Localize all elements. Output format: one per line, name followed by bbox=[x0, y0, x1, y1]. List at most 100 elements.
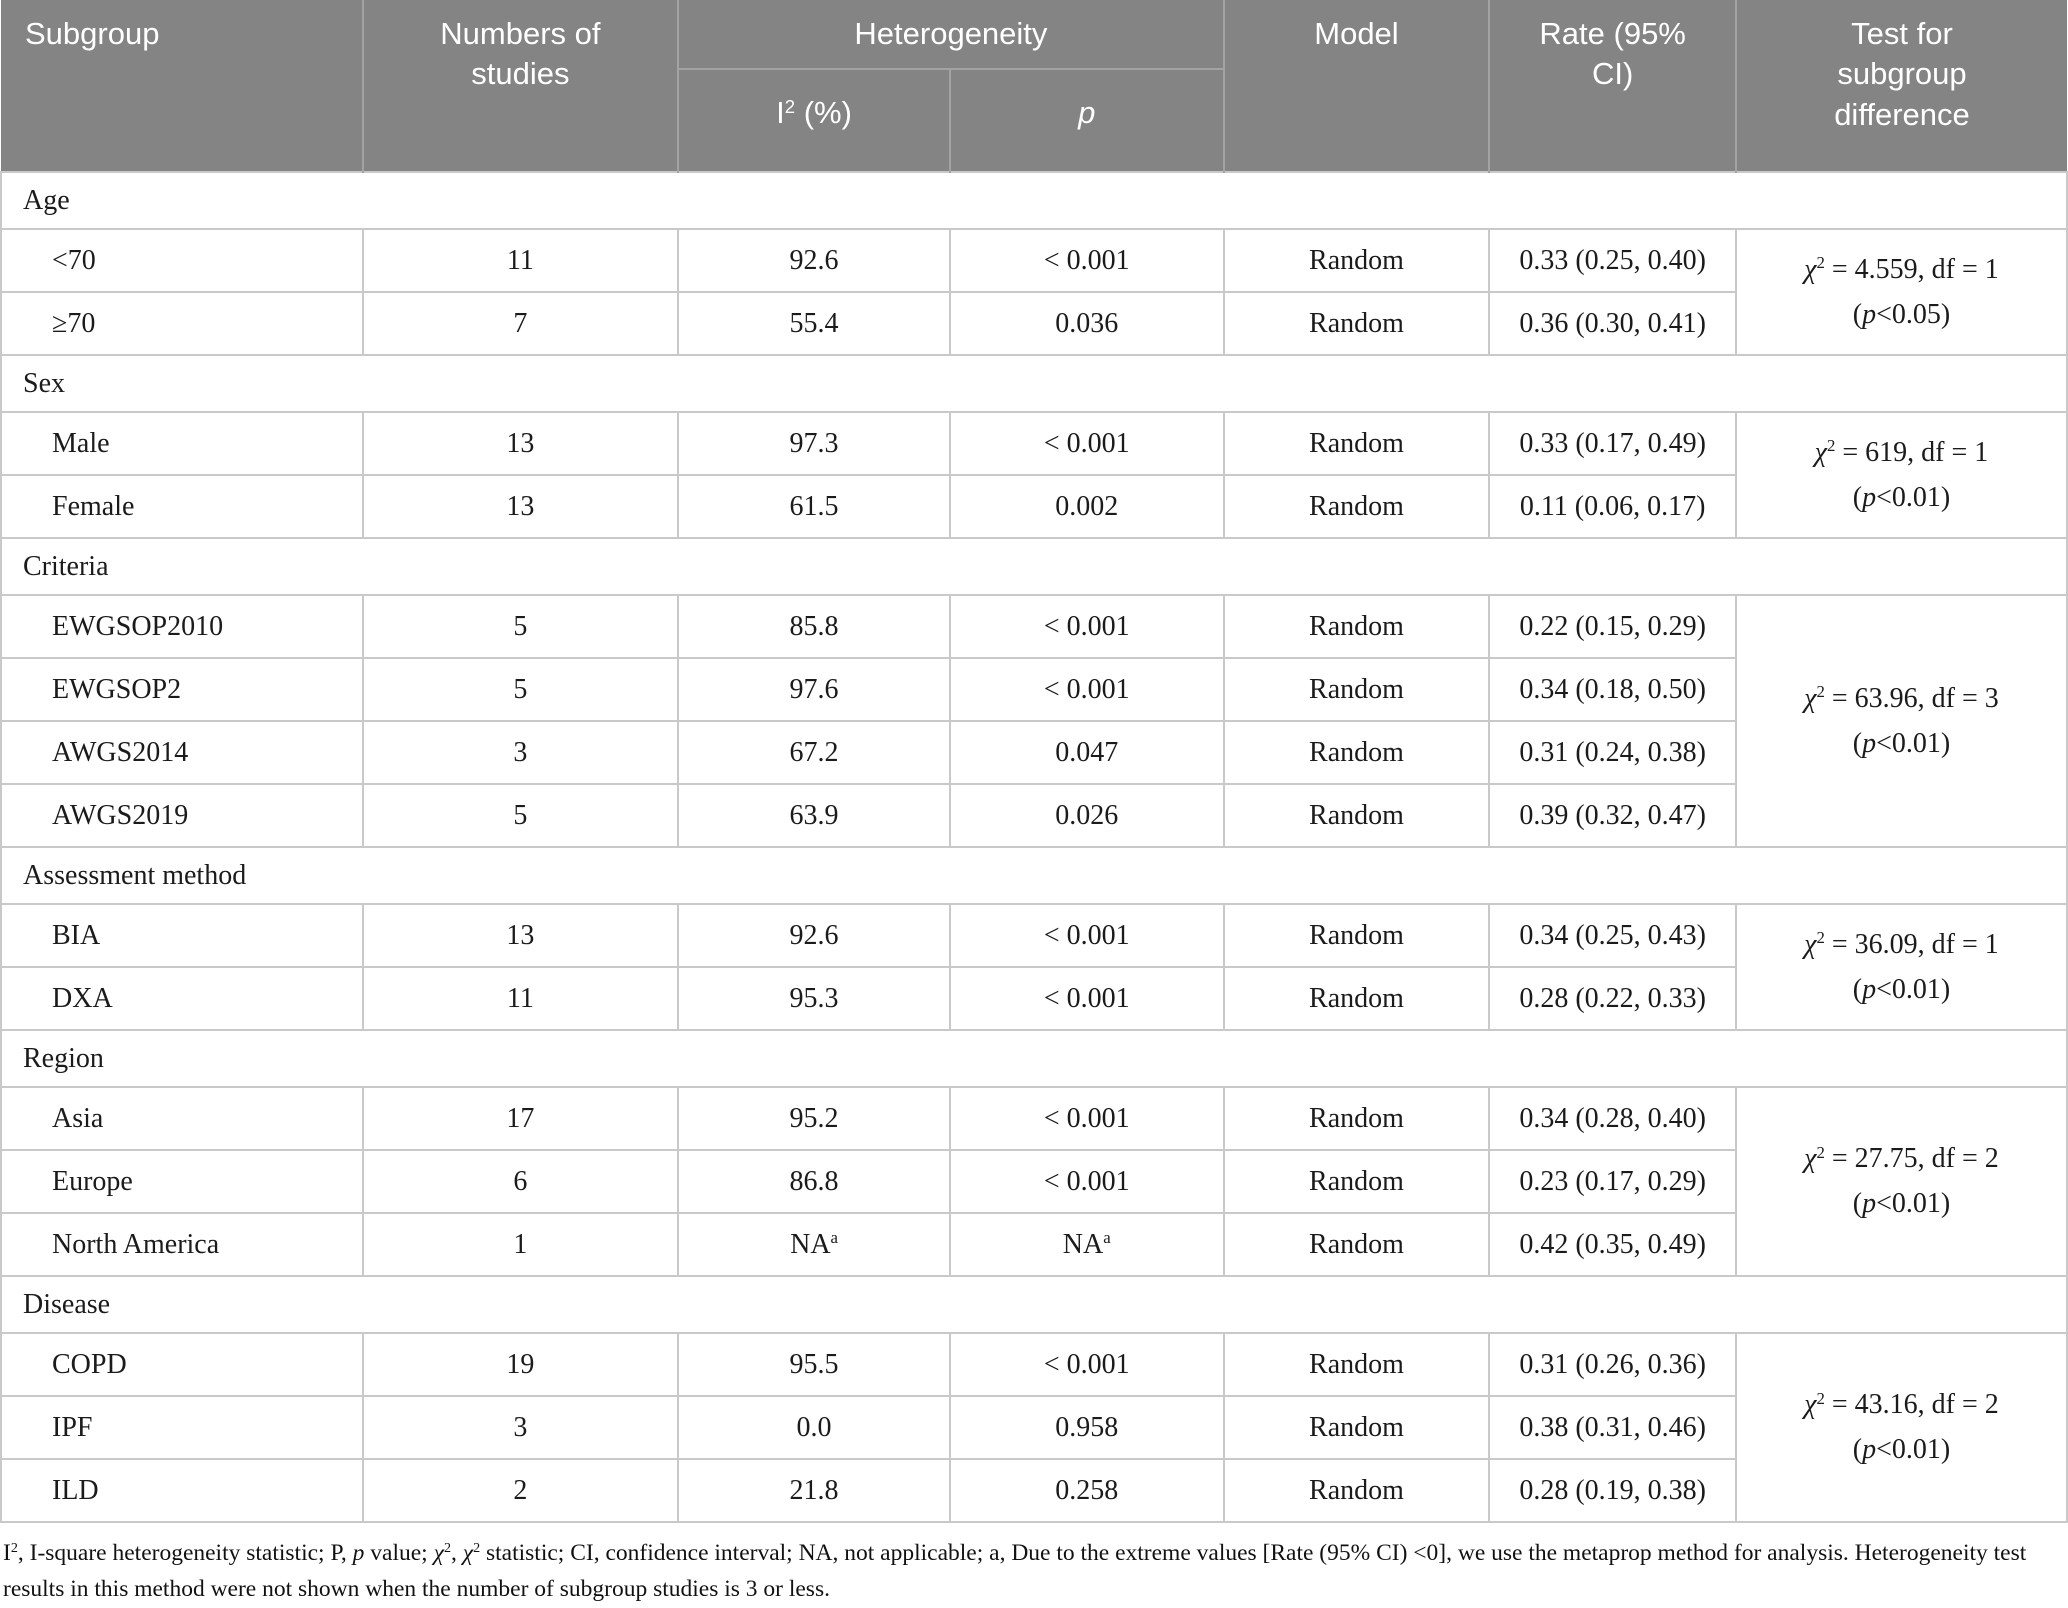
i2-cell: 63.9 bbox=[677, 783, 951, 848]
subgroup-cell: North America bbox=[0, 1212, 364, 1277]
table-body: Age <70 11 92.6 < 0.001 Random 0.33 (0.25, 0.4… bbox=[0, 171, 2068, 1523]
studies-count-cell: 6 bbox=[361, 1149, 680, 1214]
i2-cell: 92.6 bbox=[677, 228, 951, 293]
model-cell: Random bbox=[1222, 720, 1491, 785]
model-cell: Random bbox=[1222, 411, 1491, 476]
test-statistic: χ2 = 27.75, df = 2 bbox=[1804, 1142, 1999, 1174]
p-value-cell: 0.047 bbox=[948, 720, 1225, 785]
subgroup-cell: DXA bbox=[0, 966, 364, 1031]
model-cell: Random bbox=[1222, 1086, 1491, 1151]
p-value-cell: < 0.001 bbox=[948, 228, 1225, 293]
data-row: COPD 19 95.5 < 0.001 Random 0.31 (0.26, 0.36)… bbox=[0, 1332, 2068, 1523]
rate-ci-cell: 0.34 (0.28, 0.40) bbox=[1488, 1086, 1737, 1151]
section-title: Criteria bbox=[0, 537, 2068, 596]
subgroup-cell: COPD bbox=[0, 1332, 364, 1397]
rate-ci-cell: 0.33 (0.25, 0.40) bbox=[1488, 228, 1737, 293]
p-value-cell: < 0.001 bbox=[948, 657, 1225, 722]
p-value-cell: 0.036 bbox=[948, 291, 1225, 356]
i2-cell: 95.3 bbox=[677, 966, 951, 1031]
data-row: AWGS2014 3 67.2 0.047 Random 0.31 (0.24, 0.38… bbox=[0, 720, 2067, 785]
col-header-test: Test for subgroup difference bbox=[1734, 0, 2067, 172]
model-cell: Random bbox=[1222, 291, 1491, 356]
studies-count-cell: 17 bbox=[361, 1086, 680, 1151]
model-cell: Random bbox=[1222, 1212, 1491, 1277]
test-p-value: (p<0.01) bbox=[1852, 727, 1951, 759]
section-title: Age bbox=[0, 171, 2068, 230]
section-row: Disease bbox=[0, 1275, 2068, 1334]
i2-cell: 92.6 bbox=[677, 903, 951, 968]
studies-count-cell: 13 bbox=[361, 903, 680, 968]
subgroup-cell: AWGS2019 bbox=[0, 783, 364, 848]
test-p-value: (p<0.01) bbox=[1852, 1434, 1951, 1465]
subgroup-cell: Male bbox=[0, 411, 364, 476]
section-title: Disease bbox=[0, 1275, 2068, 1334]
p-value-cell: < 0.001 bbox=[948, 966, 1225, 1031]
subgroup-cell: Asia bbox=[0, 1086, 364, 1151]
table-header: Subgroup Numbers of studies Heterogeneit… bbox=[1, 0, 2067, 172]
model-cell: Random bbox=[1222, 1149, 1491, 1214]
p-value-cell: < 0.001 bbox=[948, 594, 1225, 659]
col-header-model: Model bbox=[1222, 0, 1490, 172]
rate-ci-cell: 0.22 (0.15, 0.29) bbox=[1488, 594, 1737, 659]
studies-count-cell: 11 bbox=[361, 228, 680, 293]
studies-count-cell: 3 bbox=[361, 1395, 680, 1460]
data-row: EWGSOP2 5 97.6 < 0.001 Random 0.34 (0.18, 0.5… bbox=[0, 657, 2067, 722]
data-row: Female 13 61.5 0.002 Random 0.11 (0.06, 0.17) bbox=[0, 474, 2067, 539]
subgroup-difference-test-cell: χ2 = 43.16, df = 2 (p<0.01) bbox=[1734, 1332, 2068, 1523]
rate-ci-cell: 0.28 (0.19, 0.38) bbox=[1488, 1458, 1737, 1523]
section-row: Sex bbox=[0, 354, 2068, 413]
subgroup-cell: ILD bbox=[0, 1458, 364, 1523]
col-header-p: p bbox=[948, 69, 1224, 172]
test-p-value: (p<0.01) bbox=[1852, 1188, 1951, 1219]
data-row: <70 11 92.6 < 0.001 Random 0.33 (0.25, 0.40) χ… bbox=[0, 228, 2068, 356]
i2-cell: 97.6 bbox=[677, 657, 951, 722]
rate-ci-cell: 0.34 (0.18, 0.50) bbox=[1488, 657, 1737, 722]
test-p-value: (p<0.01) bbox=[1852, 481, 1951, 513]
rate-ci-cell: 0.23 (0.17, 0.29) bbox=[1488, 1149, 1737, 1214]
subgroup-difference-test-cell: χ2 = 63.96, df = 3 (p<0.01) bbox=[1734, 594, 2068, 848]
i2-cell: 67.2 bbox=[677, 720, 951, 785]
data-row: IPF 3 0.0 0.958 Random 0.38 (0.31, 0.46) bbox=[0, 1395, 2067, 1460]
test-statistic: χ2 = 36.09, df = 1 bbox=[1804, 928, 1999, 960]
subgroup-difference-test-cell: χ2 = 36.09, df = 1 (p<0.01) bbox=[1734, 903, 2068, 1031]
section-row: Region bbox=[0, 1029, 2068, 1088]
rate-ci-cell: 0.34 (0.25, 0.43) bbox=[1488, 903, 1737, 968]
p-value-cell: 0.258 bbox=[948, 1458, 1225, 1523]
studies-count-cell: 13 bbox=[361, 474, 680, 539]
col-header-rate: Rate (95% CI) bbox=[1488, 0, 1736, 172]
col-header-subgroup: Subgroup bbox=[1, 0, 363, 172]
test-p-value: (p<0.01) bbox=[1852, 973, 1951, 1005]
subgroup-cell: Europe bbox=[0, 1149, 364, 1214]
p-value-cell: 0.958 bbox=[948, 1395, 1225, 1460]
rate-ci-cell: 0.42 (0.35, 0.49) bbox=[1488, 1212, 1737, 1277]
data-row: EWGSOP2010 5 85.8 < 0.001 Random 0.22 (0.15, … bbox=[0, 594, 2068, 848]
model-cell: Random bbox=[1222, 657, 1491, 722]
studies-count-cell: 5 bbox=[361, 657, 680, 722]
data-row: Europe 6 86.8 < 0.001 Random 0.23 (0.17, 0.29… bbox=[0, 1149, 2067, 1214]
subgroup-cell: EWGSOP2 bbox=[0, 657, 364, 722]
subgroup-analysis-table: Subgroup Numbers of studies Heterogeneit… bbox=[0, 0, 2068, 1523]
test-statistic: χ2 = 63.96, df = 3 bbox=[1804, 682, 1999, 714]
p-value-cell: < 0.001 bbox=[948, 411, 1225, 476]
rate-ci-cell: 0.39 (0.32, 0.47) bbox=[1488, 783, 1737, 848]
rate-ci-cell: 0.28 (0.22, 0.33) bbox=[1488, 966, 1737, 1031]
subgroup-cell: AWGS2014 bbox=[0, 720, 364, 785]
model-cell: Random bbox=[1222, 1458, 1491, 1523]
data-row: North America 1 NAa NAa Random 0.42 (0.35, 0.… bbox=[0, 1212, 2067, 1277]
data-row: ILD 2 21.8 0.258 Random 0.28 (0.19, 0.38) bbox=[0, 1458, 2067, 1523]
section-row: Assessment method bbox=[0, 846, 2068, 905]
i2-cell: 95.5 bbox=[677, 1332, 951, 1397]
rate-ci-cell: 0.11 (0.06, 0.17) bbox=[1488, 474, 1737, 539]
studies-count-cell: 13 bbox=[361, 411, 680, 476]
model-cell: Random bbox=[1222, 966, 1491, 1031]
header-row-sub: I2 (%) p bbox=[1, 69, 2067, 172]
rate-ci-cell: 0.31 (0.26, 0.36) bbox=[1488, 1332, 1737, 1397]
test-statistic: χ2 = 43.16, df = 2 bbox=[1804, 1388, 1999, 1420]
subgroup-cell: ≥70 bbox=[0, 291, 364, 356]
data-row: Male 13 97.3 < 0.001 Random 0.33 (0.17, 0.49)… bbox=[0, 411, 2068, 539]
studies-count-cell: 7 bbox=[361, 291, 680, 356]
rate-ci-cell: 0.33 (0.17, 0.49) bbox=[1488, 411, 1737, 476]
section-title: Sex bbox=[0, 354, 2068, 413]
test-statistic: χ2 = 619, df = 1 bbox=[1814, 436, 1989, 468]
section-title: Assessment method bbox=[0, 846, 2068, 905]
